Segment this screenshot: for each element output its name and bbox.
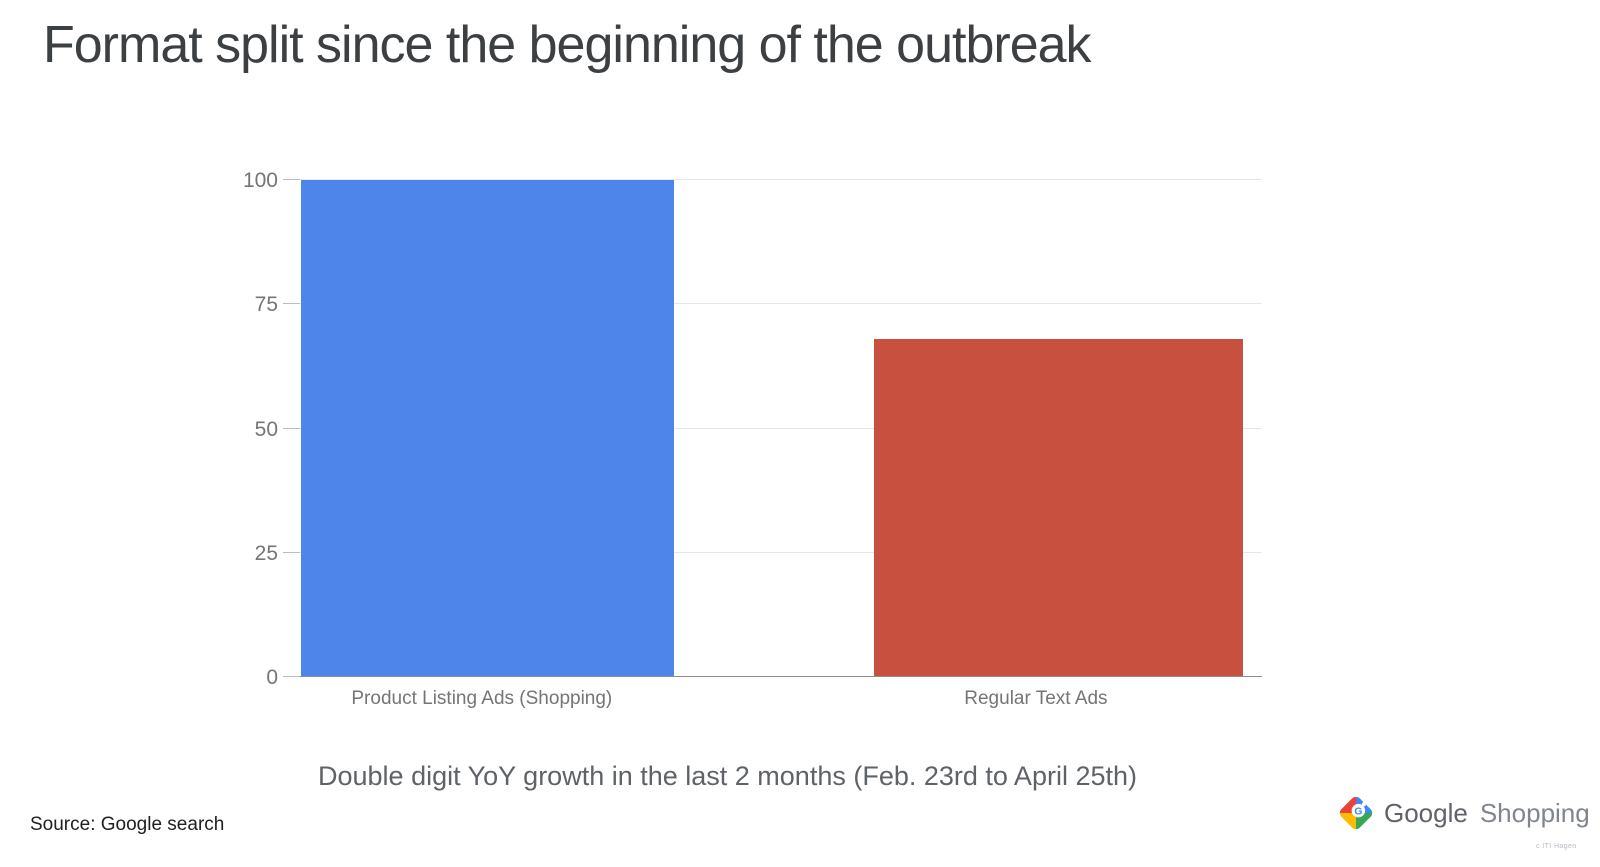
y-tick-label: 75 (254, 293, 278, 317)
gridline (300, 179, 1262, 180)
chart-bar-0 (300, 180, 675, 677)
plot-area: 0 25 50 75 100 Product Listing Ads (Shopping)… (243, 169, 1262, 709)
source-note: Source: Google search (30, 814, 225, 835)
gridline (300, 427, 1262, 429)
y-tick-label: 25 (254, 541, 278, 565)
logo-product-text: Shopping (1479, 797, 1590, 828)
fine-print-watermark: c ITI Hagen (1536, 843, 1577, 850)
svg-text:G: G (1354, 807, 1362, 818)
gridline (300, 303, 1262, 305)
bar-chart: 0 25 50 75 100 Product Listing Ads (Shopping)… (230, 168, 1270, 728)
chart-bar-1 (874, 339, 1243, 677)
google-shopping-tag-icon: G (1337, 794, 1375, 832)
y-axis-tick (283, 676, 300, 677)
x-axis-label-0: Product Listing Ads (Shopping) (351, 688, 613, 709)
y-axis-tick (283, 303, 300, 305)
page-title: Format split since the beginning of the … (43, 16, 1092, 74)
y-tick-label: 100 (242, 169, 278, 192)
x-axis-label-1: Regular Text Ads (964, 688, 1108, 709)
x-axis-line (300, 676, 1262, 677)
y-axis-tick (283, 179, 300, 180)
y-tick-label: 0 (266, 666, 278, 689)
logo-brand-text: Google (1384, 797, 1468, 828)
y-tick-label: 50 (254, 417, 278, 441)
google-shopping-logo: G Google Shopping (1337, 794, 1590, 832)
gridline (300, 551, 1262, 553)
chart-caption: Double digit YoY growth in the last 2 mo… (318, 761, 1137, 791)
y-axis-tick (283, 551, 300, 553)
y-axis-tick (283, 427, 300, 429)
